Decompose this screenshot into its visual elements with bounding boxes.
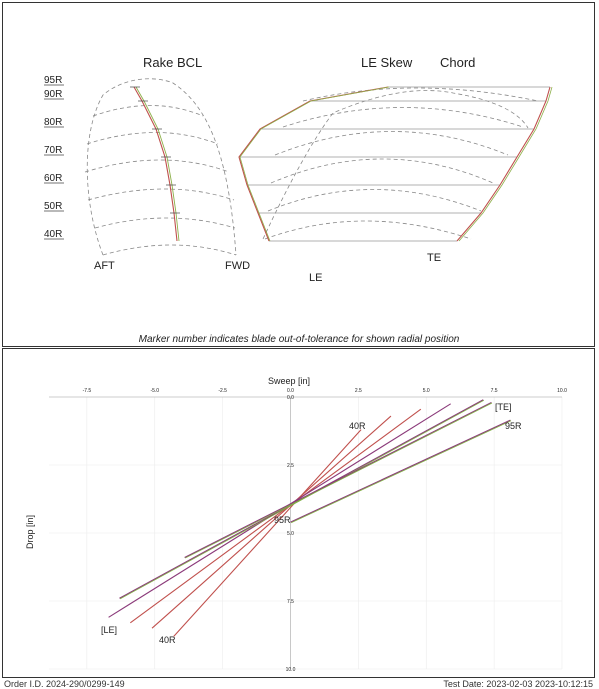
- radial-label-40r: 40R: [44, 229, 62, 240]
- chord-title: Chord: [440, 55, 475, 70]
- x-tick-label: -2.5: [218, 388, 227, 394]
- skew-blade-outline: [262, 87, 539, 240]
- footer-test-date: Test Date: 2023-02-03 2023-10:12:15: [443, 679, 593, 689]
- le-skew-title: LE Skew: [361, 55, 413, 70]
- series-line-2: [151, 415, 392, 629]
- blade-geometry-diagram: Rake BCL LE Skew Chord 95R 90R 80R 70R 6…: [44, 55, 553, 345]
- trailing-edge-line: [456, 86, 553, 242]
- te-label: TE: [427, 252, 441, 264]
- leading-edge-line: [238, 86, 390, 242]
- chord-lines: [239, 86, 550, 242]
- annotation-40r-top: 40R: [349, 421, 366, 431]
- x-tick-label: 0.0: [287, 388, 294, 394]
- radial-label-70r: 70R: [44, 145, 62, 156]
- sweep-drop-chart: -7.5 -5.0 -2.5 0.0 2.5 5.0 7.5 10.0 0.0 2.5 5.0 7.5…: [25, 376, 568, 673]
- annotation-te: [TE]: [495, 402, 512, 412]
- x-axis-title: Sweep [in]: [268, 376, 310, 386]
- aft-label: AFT: [94, 260, 115, 272]
- chart-axes: -7.5 -5.0 -2.5 0.0 2.5 5.0 7.5 10.0 0.0 2.5 5.0 7.5…: [83, 388, 568, 673]
- annotation-95r-center: 95R: [274, 515, 291, 525]
- blade-geometry-panel: Rake BCL LE Skew Chord 95R 90R 80R 70R 6…: [2, 2, 595, 347]
- rake-blade-outline: [84, 78, 237, 256]
- radial-label-50r: 50R: [44, 201, 62, 212]
- x-tick-label: -7.5: [83, 388, 92, 394]
- rake-bcl-line: [130, 86, 180, 242]
- y-tick-label: 5.0: [287, 531, 294, 537]
- series-line-7-overlay: [290, 420, 512, 524]
- y-axis-title: Drop [in]: [25, 515, 35, 549]
- series-line-6: [184, 401, 492, 558]
- annotation-40r-bottom: 40R: [159, 635, 176, 645]
- annotation-le: [LE]: [101, 625, 117, 635]
- le-label: LE: [309, 272, 322, 284]
- radial-label-95r: 95R: [44, 75, 62, 86]
- x-tick-label: -5.0: [150, 388, 159, 394]
- rake-bcl-title: Rake BCL: [143, 55, 202, 70]
- series-line-5-overlay: [119, 399, 485, 600]
- radial-label-90r: 90R: [44, 89, 62, 100]
- chart-series: [108, 399, 512, 637]
- x-tick-label: 5.0: [423, 388, 430, 394]
- y-tick-label: 10.0: [286, 667, 296, 673]
- footer-order-id: Order I.D. 2024-290/0299-149: [4, 679, 125, 689]
- series-line-6-overlay: [185, 402, 493, 559]
- x-tick-label: 2.5: [355, 388, 362, 394]
- radial-label-60r: 60R: [44, 173, 62, 184]
- sweep-drop-panel: -7.5 -5.0 -2.5 0.0 2.5 5.0 7.5 10.0 0.0 2.5 5.0 7.5…: [2, 348, 595, 678]
- x-tick-label: 10.0: [557, 388, 567, 394]
- chart-grid: [49, 396, 563, 670]
- series-line-3: [129, 408, 422, 624]
- series-line-1: [173, 429, 362, 637]
- annotation-95r-right: 95R: [505, 421, 522, 431]
- radial-labels: 95R 90R 80R 70R 60R 50R 40R: [44, 75, 64, 240]
- y-tick-label: 0.0: [287, 395, 294, 401]
- tolerance-note: Marker number indicates blade out-of-tol…: [139, 334, 460, 345]
- fwd-label: FWD: [225, 260, 250, 272]
- x-tick-label: 7.5: [491, 388, 498, 394]
- series-line-7: [290, 419, 511, 523]
- y-tick-label: 7.5: [287, 599, 294, 605]
- radial-label-80r: 80R: [44, 117, 62, 128]
- y-tick-label: 2.5: [287, 463, 294, 469]
